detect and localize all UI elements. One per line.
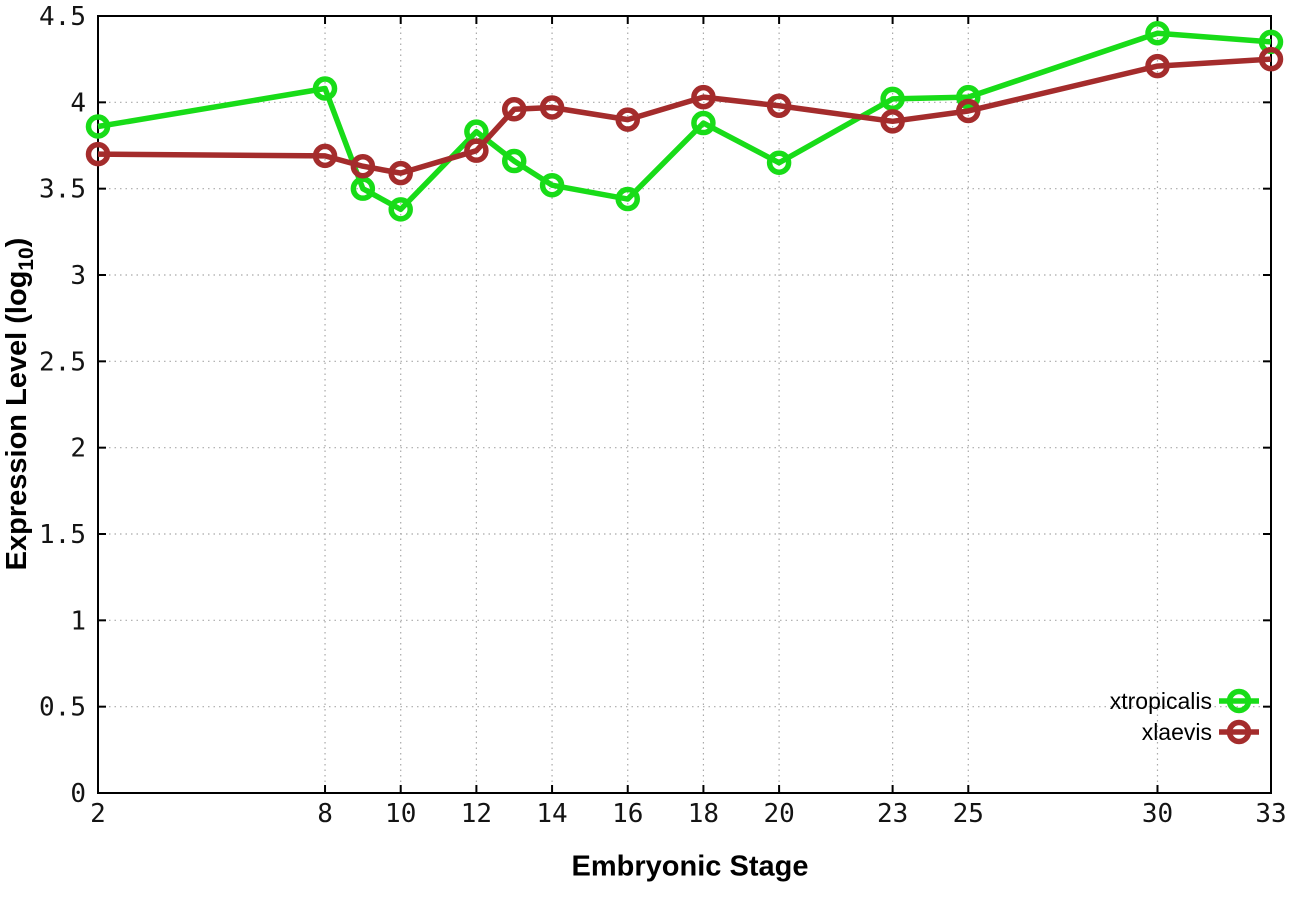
y-tick-label: 1	[70, 606, 86, 636]
y-tick-label: 1.5	[39, 520, 86, 550]
x-tick-label: 14	[536, 799, 567, 829]
y-tick-label: 3.5	[39, 175, 86, 205]
y-tick-label: 4	[70, 88, 86, 118]
x-tick-label: 8	[317, 799, 333, 829]
y-tick-label: 3	[70, 261, 86, 291]
series-line-xtropicalis	[97, 30, 1272, 213]
series-line-xlaevis	[97, 56, 1272, 176]
x-tick-label: 23	[877, 799, 908, 829]
y-tick-label: 0	[70, 779, 86, 809]
data-point-xlaevis	[464, 138, 489, 163]
data-point-xlaevis	[388, 160, 413, 186]
data-point-xlaevis	[766, 93, 792, 119]
x-axis-title: Embryonic Stage	[571, 850, 809, 883]
x-tick-label: 12	[461, 799, 492, 829]
legend-label-xtropicalis: xtropicalis	[1110, 688, 1212, 714]
x-tick-label: 2	[90, 799, 106, 829]
x-tick-label: 25	[953, 799, 984, 829]
x-tick-label: 16	[612, 799, 643, 829]
plot-border	[97, 15, 1272, 794]
data-point-xtropicalis	[539, 172, 565, 198]
data-point-xlaevis	[691, 84, 716, 110]
data-point-xlaevis	[350, 153, 376, 179]
y-axis-title-subscript: 10	[14, 247, 38, 271]
data-point-xtropicalis	[501, 148, 527, 174]
data-point-xtropicalis	[312, 76, 338, 101]
y-axis-title: Expression Level (log10)	[1, 238, 39, 571]
data-point-xtropicalis	[350, 176, 376, 201]
y-tick-label: 2.5	[39, 347, 86, 377]
data-point-xtropicalis	[880, 86, 905, 112]
data-point-xtropicalis	[691, 110, 716, 136]
data-point-xlaevis	[1145, 53, 1170, 79]
y-tick-label: 0.5	[39, 693, 86, 723]
data-point-xtropicalis	[1145, 21, 1170, 46]
data-point-xtropicalis	[615, 186, 640, 212]
y-axis-title-suffix: )	[1, 237, 34, 248]
data-point-xlaevis	[539, 95, 565, 120]
x-tick-label: 33	[1255, 799, 1286, 829]
data-point-xtropicalis	[766, 150, 792, 176]
data-point-xtropicalis	[956, 84, 981, 110]
y-tick-label: 4.5	[39, 2, 86, 32]
y-tick-label: 2	[70, 434, 86, 464]
data-point-xlaevis	[501, 96, 527, 122]
data-point-xlaevis	[615, 107, 640, 132]
data-point-xtropicalis	[85, 114, 111, 139]
x-tick-label: 30	[1142, 799, 1173, 829]
x-tick-label: 10	[385, 799, 416, 829]
legend-label-xlaevis: xlaevis	[1142, 719, 1212, 745]
data-point-xlaevis	[880, 109, 905, 134]
data-point-xlaevis	[312, 143, 338, 169]
x-tick-label: 18	[688, 799, 719, 829]
data-point-xlaevis	[85, 141, 111, 167]
data-point-xlaevis	[956, 98, 981, 124]
data-point-xlaevis	[1258, 46, 1284, 72]
x-tick-label: 20	[763, 799, 794, 829]
data-point-xtropicalis	[388, 197, 413, 222]
legend-sample-marker-xtropicalis	[1226, 688, 1252, 714]
legend-sample-marker-xlaevis	[1226, 719, 1252, 745]
y-axis-title-text: Expression Level (log	[1, 270, 34, 571]
